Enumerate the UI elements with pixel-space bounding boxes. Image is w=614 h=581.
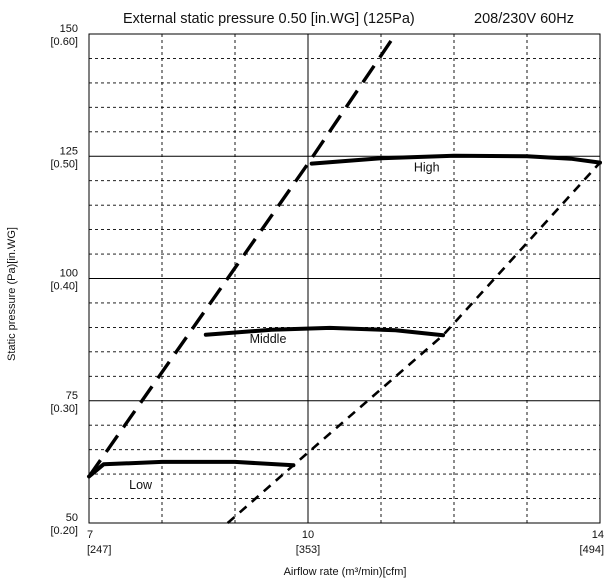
y-tick-label: 150 <box>60 23 78 35</box>
x-tick-label: 14 <box>592 529 604 541</box>
limit-lines <box>87 33 601 524</box>
curve-high <box>309 153 602 166</box>
series-label-low: Low <box>129 478 153 492</box>
y-tick-sublabel: [0.60] <box>50 36 78 48</box>
series-label-high: High <box>414 160 440 174</box>
y-tick-label: 125 <box>60 145 78 157</box>
plot-frame <box>88 33 601 524</box>
limit-line-long-dash <box>87 33 398 478</box>
y-tick-label: 50 <box>66 512 78 524</box>
limit-line-short-dash <box>226 161 601 524</box>
chart-title: External static pressure 0.50 [in.WG] (1… <box>123 11 415 27</box>
y-tick-label: 100 <box>60 268 78 280</box>
curve-low <box>87 459 296 479</box>
x-tick-sublabel: [247] <box>87 544 111 556</box>
y-axis-label: Static pressure (Pa)[in.WG] <box>6 227 18 361</box>
y-tick-sublabel: [0.30] <box>50 403 78 415</box>
x-tick-sublabel: [353] <box>296 544 320 556</box>
chart-subtitle: 208/230V 60Hz <box>474 11 574 27</box>
series-lines: High Middle Low <box>87 153 602 492</box>
x-tick-label: 10 <box>302 529 314 541</box>
curve-middle <box>203 325 446 338</box>
x-axis-label: Airflow rate (m³/min)[cfm] <box>284 566 407 578</box>
tick-labels: 50[0.20] 75[0.30] 100[0.40] 125[0.50] 150[0.… <box>50 23 604 556</box>
grid <box>89 34 600 523</box>
y-tick-sublabel: [0.40] <box>50 281 78 293</box>
x-tick-sublabel: [494] <box>580 544 604 556</box>
series-label-middle: Middle <box>250 332 287 346</box>
y-tick-label: 75 <box>66 390 78 402</box>
y-tick-sublabel: [0.20] <box>50 525 78 537</box>
y-tick-sublabel: [0.50] <box>50 158 78 170</box>
x-tick-label: 7 <box>87 529 93 541</box>
